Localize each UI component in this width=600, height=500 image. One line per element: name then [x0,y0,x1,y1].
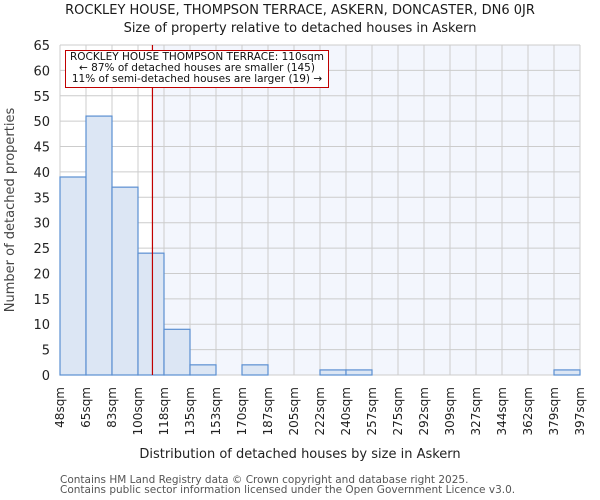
chart-subtitle: Size of property relative to detached ho… [123,21,477,36]
x-tick-label: 344sqm [495,387,509,435]
x-tick-label: 83sqm [105,387,119,428]
x-tick-label: 397sqm [573,387,587,435]
y-tick-label: 45 [33,141,50,156]
x-tick-label: 257sqm [365,387,379,435]
x-tick-label: 362sqm [521,387,535,435]
y-tick-label: 65 [33,39,50,54]
x-tick-label: 309sqm [443,387,457,435]
y-tick-label: 0 [42,369,50,384]
histogram-bar [111,186,139,376]
y-tick-label: 5 [42,344,50,359]
footer-copyright: Contains HM Land Registry data © Crown c… [60,474,469,486]
x-tick-label: 187sqm [261,387,275,435]
annotation-line-2: ← 87% of detached houses are smaller (14… [79,62,315,74]
x-tick-label: 327sqm [469,387,483,435]
x-tick-label: 205sqm [287,387,301,435]
property-annotation-box: ROCKLEY HOUSE THOMPSON TERRACE: 110sqm ←… [65,50,329,88]
histogram-bar [319,369,347,376]
x-tick-label: 135sqm [183,387,197,435]
x-tick-label: 48sqm [53,387,67,428]
x-tick-label: 118sqm [157,387,171,435]
y-tick-label: 40 [33,166,50,181]
histogram-bar [163,328,191,376]
chart-title: ROCKLEY HOUSE, THOMPSON TERRACE, ASKERN,… [65,3,535,18]
y-axis-label: Number of detached properties [3,108,18,313]
footer-licence: Contains public sector information licen… [60,484,516,496]
y-tick-label: 25 [33,242,50,257]
y-tick-label: 20 [33,267,50,282]
x-tick-label: 292sqm [417,387,431,435]
x-tick-label: 153sqm [209,387,223,435]
histogram-bar [241,364,269,376]
y-tick-label: 10 [33,318,50,333]
x-axis-label: Distribution of detached houses by size … [139,447,460,462]
x-tick-label: 100sqm [131,387,145,435]
histogram-bar [345,369,373,376]
x-tick-label: 65sqm [79,387,93,428]
histogram-bar [85,115,113,376]
highlight-region [152,45,580,375]
y-tick-label: 60 [33,64,50,79]
histogram-bar [137,252,165,376]
x-tick-label: 222sqm [313,387,327,435]
x-tick-label: 240sqm [339,387,353,435]
y-tick-label: 30 [33,217,50,232]
histogram-bar [553,369,581,376]
y-tick-label: 50 [33,115,50,130]
x-tick-label: 170sqm [235,387,249,435]
y-tick-label: 35 [33,191,50,206]
x-tick-label: 379sqm [547,387,561,435]
histogram-bar [59,176,87,376]
x-tick-label: 275sqm [391,387,405,435]
histogram-bar [189,364,217,376]
y-tick-label: 55 [33,90,50,105]
annotation-line-3: 11% of semi-detached houses are larger (… [71,73,323,85]
y-tick-label: 15 [33,293,50,308]
annotation-line-1: ROCKLEY HOUSE THOMPSON TERRACE: 110sqm [69,51,325,63]
